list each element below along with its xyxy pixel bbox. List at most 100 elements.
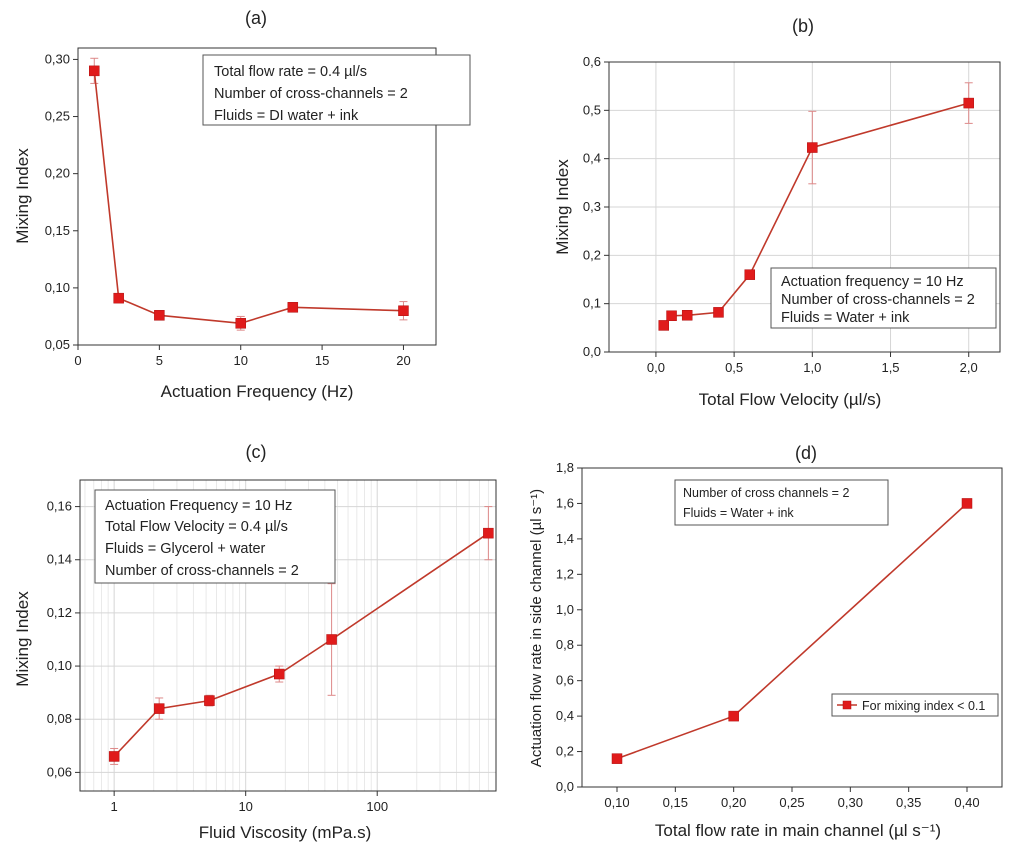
panel-b-x-tick-label: 0,0 bbox=[647, 360, 665, 375]
panel-b-data-point bbox=[744, 269, 756, 280]
panel-c-plot-frame bbox=[79, 479, 497, 792]
panel-d-annotation-box: Number of cross channels = 2 Fluids = Wa… bbox=[674, 479, 889, 526]
panel-b-data-point bbox=[666, 310, 677, 321]
panel-b-data-point bbox=[807, 142, 818, 153]
panel-d-x-tick-label: 0,20 bbox=[721, 795, 746, 810]
panel-c-annotation-line: Total Flow Velocity = 0.4 µl/s bbox=[105, 519, 288, 535]
panel-a-annotation-box: Total flow rate = 0.4 µl/s Number of cro… bbox=[202, 54, 471, 126]
panel-d-x-tick-label: 0,15 bbox=[663, 795, 688, 810]
panel-c-y-tick-label: 0,12 bbox=[47, 605, 72, 620]
panel-c-x-tick-label: 1 bbox=[111, 799, 118, 814]
panel-d-y-tick-label: 1,2 bbox=[556, 566, 574, 581]
panel-a-x-tick-label: 15 bbox=[315, 353, 329, 368]
panel-c-annotation-line: Actuation Frequency = 10 Hz bbox=[105, 498, 292, 514]
panel-b: (b) 0,0 0,5 1,0 1,5 2,0 0,0 0,1 0,2 0,3 0,4 0,5 0,6… bbox=[553, 16, 1001, 409]
panel-c-label: (c) bbox=[246, 442, 267, 462]
panel-b-x-axis-label: Total Flow Velocity (µl/s) bbox=[699, 390, 882, 409]
panel-b-y-tick-label: 0,5 bbox=[583, 102, 601, 117]
panel-a-annotation-line: Total flow rate = 0.4 µl/s bbox=[214, 64, 367, 80]
legend-entry-label: For mixing index < 0.1 bbox=[862, 699, 985, 713]
panel-c-data-point bbox=[326, 634, 337, 645]
panel-d-y-tick-label: 0,2 bbox=[556, 744, 574, 759]
panel-c-x-tick-label: 10 bbox=[238, 799, 252, 814]
panel-d-y-tick-label: 1,0 bbox=[556, 602, 574, 617]
panel-d-annotation-line: Number of cross channels = 2 bbox=[683, 486, 849, 500]
legend-marker-swatch bbox=[842, 700, 852, 710]
panel-b-data-point bbox=[713, 307, 724, 318]
panel-b-annotation-line: Actuation frequency = 10 Hz bbox=[781, 274, 964, 290]
panel-a-data-point bbox=[89, 65, 100, 77]
panel-a-data-point bbox=[398, 305, 409, 316]
panel-d-x-axis-label: Total flow rate in main channel (µl s⁻¹) bbox=[655, 821, 941, 840]
panel-a-y-tick-label: 0,05 bbox=[45, 337, 70, 352]
panel-d-x-tick-label: 0,10 bbox=[604, 795, 629, 810]
panel-a-x-tick-label: 20 bbox=[396, 353, 410, 368]
panel-b-y-tick-label: 0,4 bbox=[583, 151, 601, 166]
panel-a-data-point bbox=[113, 292, 124, 304]
panel-c-series-line bbox=[113, 532, 489, 757]
panel-b-annotation-line: Number of cross-channels = 2 bbox=[781, 292, 975, 308]
panel-d: (d) 0,10 0,15 0,20 0,25 0,30 0,35 0,40 0,0 0,2 0,… bbox=[528, 443, 1003, 840]
panel-b-y-tick-label: 0,3 bbox=[583, 199, 601, 214]
panel-d-y-axis-label: Actuation flow rate in side channel (µl … bbox=[528, 489, 545, 767]
panel-c-annotation-box: Actuation Frequency = 10 Hz Total Flow V… bbox=[94, 489, 336, 584]
panel-c: (c) 1 10 100 0,06 0,08 0,10 0,12 0,14 0,16 Fluid… bbox=[13, 442, 497, 842]
panel-a-data-point bbox=[154, 310, 165, 321]
panel-a-y-tick-label: 0,20 bbox=[45, 166, 70, 181]
panel-b-data-point bbox=[963, 97, 974, 109]
panel-c-x-axis-label: Fluid Viscosity (mPa.s) bbox=[199, 823, 372, 842]
panel-d-x-tick-label: 0,30 bbox=[838, 795, 863, 810]
panel-c-y-axis-label: Mixing Index bbox=[13, 591, 32, 687]
panel-c-y-tick-label: 0,10 bbox=[47, 658, 72, 673]
panel-c-data-point bbox=[483, 527, 494, 539]
panel-d-y-tick-label: 1,6 bbox=[556, 495, 574, 510]
panel-d-y-tick-label: 0,6 bbox=[556, 673, 574, 688]
panel-b-x-tick-label: 0,5 bbox=[725, 360, 743, 375]
panel-a-x-axis-label: Actuation Frequency (Hz) bbox=[161, 382, 354, 401]
panel-c-y-tick-label: 0,16 bbox=[47, 499, 72, 514]
panel-d-y-tick-label: 0,4 bbox=[556, 708, 574, 723]
panel-a-y-tick-label: 0,15 bbox=[45, 223, 70, 238]
panel-d-label: (d) bbox=[795, 443, 817, 463]
panel-b-y-tick-label: 0,6 bbox=[583, 54, 601, 69]
panel-d-y-tick-label: 0,0 bbox=[556, 779, 574, 794]
panel-c-y-tick-label: 0,08 bbox=[47, 711, 72, 726]
panel-d-y-tick-label: 1,8 bbox=[556, 460, 574, 475]
panel-b-data-point bbox=[658, 320, 669, 331]
panel-a-y-tick-label: 0,30 bbox=[45, 51, 70, 66]
panel-a-y-tick-label: 0,10 bbox=[45, 280, 70, 295]
panel-d-series-line bbox=[616, 502, 968, 760]
panel-a-annotation-line: Number of cross-channels = 2 bbox=[214, 86, 408, 102]
panel-c-data-point bbox=[274, 668, 285, 680]
panel-b-x-tick-label: 1,0 bbox=[803, 360, 821, 375]
panel-c-annotation-line: Number of cross-channels = 2 bbox=[105, 563, 299, 579]
panel-a-y-tick-label: 0,25 bbox=[45, 109, 70, 124]
panel-a-annotation-line: Fluids = DI water + ink bbox=[214, 108, 359, 124]
panel-b-annotation-box: Actuation frequency = 10 Hz Number of cr… bbox=[770, 267, 997, 329]
panel-d-annotation-line: Fluids = Water + ink bbox=[683, 506, 794, 520]
panel-a-data-point bbox=[235, 318, 246, 329]
panel-b-y-tick-label: 0,2 bbox=[583, 247, 601, 262]
panel-b-x-tick-label: 1,5 bbox=[881, 360, 899, 375]
panel-b-x-tick-label: 2,0 bbox=[960, 360, 978, 375]
panel-d-x-tick-label: 0,25 bbox=[779, 795, 804, 810]
panel-c-y-tick-label: 0,06 bbox=[47, 764, 72, 779]
panel-c-data-point bbox=[108, 751, 120, 762]
panel-b-label: (b) bbox=[792, 16, 814, 36]
panel-c-y-tick-label: 0,14 bbox=[47, 552, 72, 567]
panel-b-data-point bbox=[681, 310, 693, 321]
panel-d-y-tick-label: 0,8 bbox=[556, 637, 574, 652]
panel-b-y-tick-label: 0,1 bbox=[583, 296, 601, 311]
panel-a-x-tick-label: 10 bbox=[233, 353, 247, 368]
panel-a-plot-frame bbox=[77, 47, 437, 346]
panel-a: (a) 0 5 10 15 20 0,05 0,10 0,15 0,20 0,25 0,30 Act… bbox=[13, 8, 471, 401]
panel-a-series-line bbox=[93, 70, 404, 325]
panel-d-x-tick-label: 0,40 bbox=[954, 795, 979, 810]
panel-a-label: (a) bbox=[245, 8, 267, 28]
panel-d-data-point bbox=[728, 710, 739, 722]
panel-a-y-axis-label: Mixing Index bbox=[13, 148, 32, 244]
panel-b-y-tick-label: 0,0 bbox=[583, 344, 601, 359]
panel-c-data-point bbox=[204, 695, 215, 706]
panel-c-annotation-line: Fluids = Glycerol + water bbox=[105, 541, 266, 557]
